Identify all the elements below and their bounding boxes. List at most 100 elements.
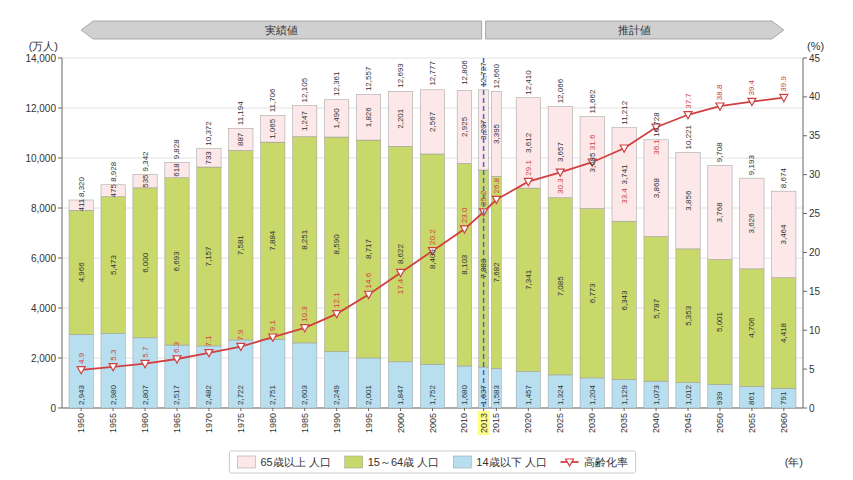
bar — [356, 140, 380, 358]
x-tick-label: 2045 — [683, 413, 693, 433]
bar-label: 2,807 — [141, 384, 150, 405]
line-label: 12.1 — [332, 292, 341, 308]
y2-tick — [803, 213, 807, 214]
x-tick-label: 1980 — [268, 413, 278, 433]
x-tick-group: 1970 — [204, 413, 214, 433]
bar-label: 1,129 — [620, 384, 629, 405]
y-tick-label: 6,000 — [31, 253, 56, 264]
bar-label: 4,706 — [747, 317, 756, 338]
x-tick — [528, 408, 529, 411]
y2-tick-label: 0 — [809, 403, 815, 414]
marker — [301, 325, 309, 332]
line-label: 33.4 — [620, 188, 629, 204]
y-axis-line — [62, 58, 63, 408]
legend-item: 14歳以下 人口 — [453, 456, 546, 468]
x-tick — [400, 408, 401, 411]
line-label: 6.3 — [172, 341, 181, 353]
bar — [612, 221, 636, 380]
y2-tick-label: 5 — [809, 364, 815, 375]
bar-label: 6,773 — [588, 283, 597, 304]
bar — [676, 152, 700, 248]
x-tick — [656, 408, 657, 411]
range-arrow — [81, 21, 481, 39]
line-label: 5.7 — [141, 346, 150, 358]
bar — [388, 362, 412, 408]
line-label: 10.3 — [300, 306, 309, 322]
bar-label: 6,693 — [172, 251, 181, 272]
total-label: 10,221 — [684, 124, 693, 149]
bar — [644, 237, 668, 382]
y2-tick-label: 30 — [809, 169, 821, 180]
bar — [740, 269, 764, 387]
bar-series — [69, 90, 796, 278]
x-tick-group: 2005 — [428, 413, 438, 433]
bar-label: 1,490 — [332, 108, 341, 129]
bar — [101, 197, 125, 334]
x-tick-group: 2020 — [523, 413, 533, 433]
x-tick — [751, 408, 752, 411]
bar-label: 1,065 — [268, 118, 277, 139]
y-tick — [58, 308, 62, 309]
y2-tick-label: 20 — [809, 247, 821, 258]
bar-label: 1,847 — [396, 384, 405, 405]
bar — [516, 98, 540, 188]
legend-label: 14歳以下 人口 — [476, 456, 546, 468]
bar-label: 5,001 — [715, 311, 724, 332]
marker — [716, 103, 724, 110]
line-label: 23.0 — [460, 207, 469, 223]
bar — [676, 249, 700, 383]
line-label: 7.1 — [204, 335, 213, 347]
bar-series — [69, 137, 796, 389]
bar — [293, 343, 317, 408]
y-tick — [58, 358, 62, 359]
bar-label: 3,464 — [779, 224, 788, 245]
marker — [173, 356, 181, 363]
x-tick — [592, 408, 593, 411]
total-label: 12,066 — [556, 78, 565, 103]
x-tick — [240, 408, 241, 411]
bar — [325, 137, 349, 352]
x-tick-group: 2050 — [715, 413, 725, 433]
x-tick-label: 2025 — [555, 413, 565, 433]
legend-label: 65歳以上 人口 — [260, 456, 330, 468]
marker — [109, 364, 117, 371]
bar — [133, 174, 157, 187]
y-tick — [58, 158, 62, 159]
y2-tick — [803, 96, 807, 97]
bar — [69, 210, 93, 334]
bar-label: 8,717 — [364, 238, 373, 259]
total-label: 10,372 — [204, 121, 213, 146]
bar-label: 3,741 — [620, 164, 629, 185]
x-tick-group: 2025 — [555, 413, 565, 433]
total-label: 8,320 — [77, 176, 86, 197]
line-label: 38.8 — [715, 84, 724, 100]
line-label: 4.9 — [77, 352, 86, 364]
bar-label: 4,966 — [77, 262, 86, 283]
line — [81, 98, 784, 370]
x-tick — [81, 408, 82, 411]
marker — [748, 98, 756, 105]
x-tick — [145, 408, 146, 411]
bar-label: 1,583 — [492, 384, 501, 405]
bar — [457, 366, 472, 408]
bar-label: 2,722 — [236, 384, 245, 405]
x-tick-label: 1950 — [76, 413, 86, 433]
bar-label: 2,751 — [268, 384, 277, 405]
bar — [580, 209, 604, 378]
x-tick-group: 2060 — [779, 413, 789, 433]
line-label: 39.4 — [747, 79, 756, 95]
bar-label: 8,103 — [460, 254, 469, 275]
bar-label: 2,943 — [77, 384, 86, 405]
y-tick — [58, 408, 62, 409]
bar-label: 1,324 — [556, 384, 565, 405]
x-tick-group: 1990 — [332, 413, 342, 433]
x-tick-group: 1965 — [172, 413, 182, 433]
marker — [205, 350, 213, 357]
legend-frame — [229, 451, 635, 473]
bar — [293, 105, 317, 136]
bar-label: 475 — [109, 184, 118, 198]
x-tick-group: 2055 — [747, 413, 757, 433]
x-tick-highlight — [478, 411, 490, 435]
bar — [69, 334, 93, 408]
bar-label: 3,868 — [652, 178, 661, 199]
